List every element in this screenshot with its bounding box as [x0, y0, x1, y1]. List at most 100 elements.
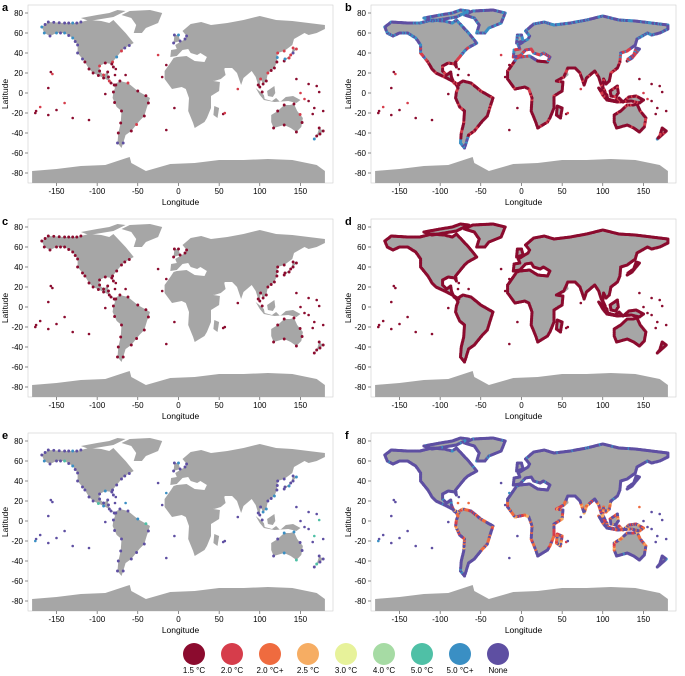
site-point: [49, 498, 53, 502]
site-point: [272, 494, 276, 498]
site-point: [503, 289, 507, 293]
site-point: [315, 134, 319, 138]
site-point: [650, 510, 653, 514]
site-point: [299, 91, 302, 95]
panel-letter: b: [345, 2, 352, 14]
site-point: [266, 71, 270, 75]
site-point: [275, 274, 279, 278]
site-point: [654, 326, 657, 330]
y-tick-label: -20: [11, 109, 23, 118]
legend-label: 3.0 °C: [334, 666, 358, 675]
site-point: [91, 499, 95, 503]
site-point: [103, 275, 107, 279]
site-point: [71, 464, 75, 468]
site-point: [142, 328, 146, 332]
landmass-borneo: [267, 300, 276, 311]
landmass-eurasia-africa: [507, 16, 668, 128]
site-point: [49, 70, 53, 74]
landmass-japan: [284, 476, 297, 489]
site-point: [318, 560, 322, 564]
site-point: [260, 518, 264, 522]
landmass-indonesia: [255, 88, 301, 103]
site-point: [650, 313, 653, 317]
landmass-borneo: [267, 514, 276, 525]
x-tick-label: 0: [519, 187, 524, 196]
y-tick-label: 40: [357, 263, 366, 272]
site-point: [102, 73, 106, 77]
site-point: [102, 501, 106, 505]
site-point: [114, 297, 118, 301]
panel-letter: c: [2, 216, 9, 228]
site-point: [658, 84, 661, 88]
landmass-south-america: [455, 295, 493, 362]
site-point: [276, 323, 280, 327]
landmass-madagascar: [213, 534, 220, 546]
site-point: [110, 62, 114, 66]
site-point: [116, 345, 120, 349]
site-point: [120, 263, 123, 267]
legend-swatch: [449, 643, 471, 665]
site-point: [111, 493, 115, 497]
site-point: [299, 519, 302, 523]
site-point: [394, 286, 397, 290]
site-point: [513, 483, 517, 487]
site-point: [377, 539, 380, 543]
site-point: [107, 503, 110, 507]
site-point: [312, 565, 316, 569]
site-point: [289, 481, 293, 485]
site-point: [96, 502, 100, 505]
landmass-south-america: [112, 81, 150, 148]
site-point: [104, 520, 107, 524]
site-point: [113, 315, 117, 318]
site-point: [160, 503, 164, 507]
site-point: [102, 287, 106, 291]
site-point: [223, 111, 227, 115]
y-tick-label: 20: [357, 283, 366, 292]
x-tick-label: -150: [391, 615, 408, 624]
site-point: [264, 79, 268, 83]
panel-letter: e: [2, 430, 9, 442]
site-point: [173, 320, 176, 324]
site-point: [406, 101, 409, 105]
site-point: [276, 109, 280, 113]
site-point: [34, 325, 37, 329]
site-point: [298, 327, 302, 330]
site-point: [318, 132, 322, 136]
y-tick-label: 20: [14, 497, 23, 506]
site-point: [660, 304, 664, 308]
site-point: [71, 544, 74, 548]
site-point: [71, 36, 75, 40]
y-tick-label: 60: [357, 457, 366, 466]
site-point: [114, 511, 118, 515]
site-point: [312, 351, 316, 355]
site-point: [423, 16, 427, 20]
x-tick-label: -150: [48, 401, 65, 410]
landmass-north-america: [41, 234, 134, 299]
site-point: [650, 99, 653, 103]
site-point: [42, 459, 46, 463]
site-point: [579, 301, 583, 305]
site-point: [626, 485, 630, 489]
legend-item: 5.0 °C+: [441, 643, 479, 675]
site-point: [272, 66, 276, 70]
y-tick-label: 80: [357, 223, 366, 232]
site-point: [456, 501, 460, 505]
landmass-greenland: [464, 10, 506, 33]
site-point: [508, 556, 511, 560]
x-axis-title: Longitude: [162, 197, 200, 207]
landmass-uk: [173, 249, 181, 257]
y-tick-label: 40: [357, 477, 366, 486]
y-tick-label: 20: [357, 69, 366, 78]
site-point: [111, 65, 115, 69]
site-point: [457, 67, 461, 71]
site-point: [120, 537, 123, 541]
site-point: [42, 245, 46, 249]
x-tick-label: -100: [432, 615, 449, 624]
site-point: [146, 529, 150, 533]
site-point: [282, 531, 286, 535]
site-point: [291, 479, 295, 483]
y-tick-label: -40: [354, 343, 366, 352]
site-point: [47, 300, 50, 304]
site-point: [516, 320, 519, 324]
y-tick-label: 80: [357, 437, 366, 446]
